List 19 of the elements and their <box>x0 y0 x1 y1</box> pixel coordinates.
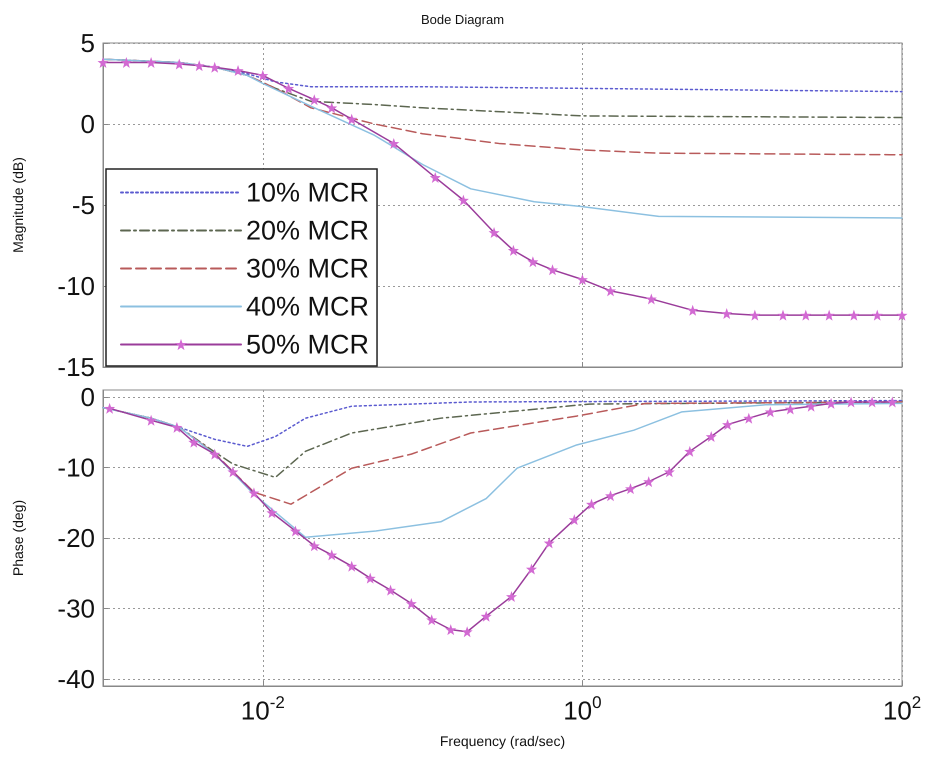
legend-label: 20% MCR <box>246 216 370 246</box>
y-tick-label: -10 <box>57 271 95 301</box>
y-axis-title: Magnitude (dB) <box>10 157 26 253</box>
x-axis-title: Frequency (rad/sec) <box>440 733 566 749</box>
y-tick-label: 5 <box>80 28 95 58</box>
y-tick-label: -15 <box>57 352 95 382</box>
y-tick-label: -5 <box>72 190 95 220</box>
y-tick-label: 0 <box>80 382 95 412</box>
y-axis-title: Phase (deg) <box>10 500 26 576</box>
chart-title: Bode Diagram <box>420 12 504 27</box>
legend-label: 10% MCR <box>246 178 370 208</box>
legend-label: 40% MCR <box>246 292 370 322</box>
y-tick-label: -30 <box>57 593 95 624</box>
y-tick-label: -40 <box>57 664 95 694</box>
y-tick-label: -20 <box>57 523 95 553</box>
legend-label: 50% MCR <box>246 330 370 360</box>
y-tick-label: -10 <box>57 452 95 483</box>
y-tick-label: 0 <box>80 109 95 139</box>
legend-label: 30% MCR <box>246 254 370 284</box>
